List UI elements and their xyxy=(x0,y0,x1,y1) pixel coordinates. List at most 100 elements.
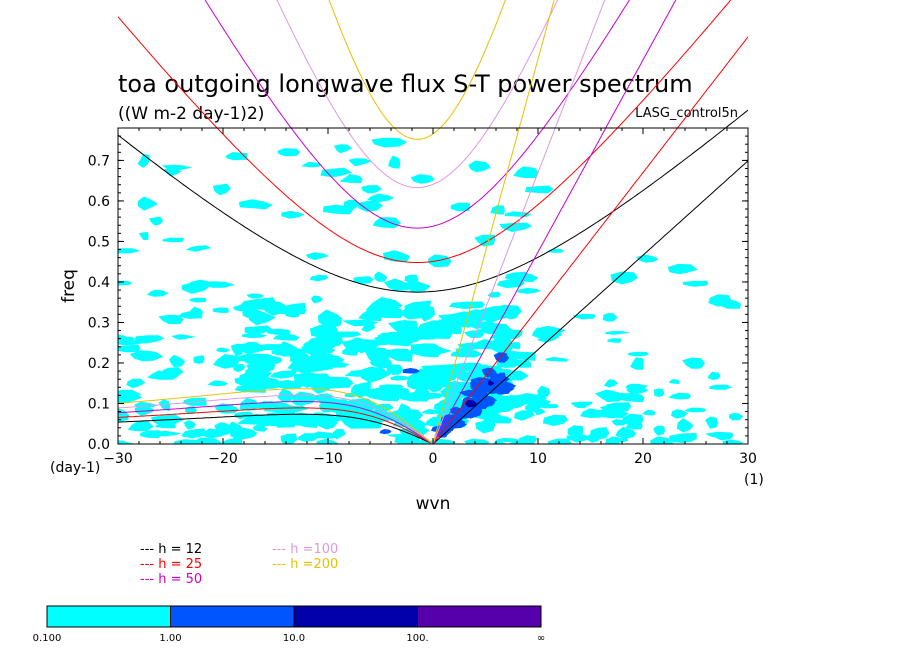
ig-curve-h50 xyxy=(204,0,630,229)
power-patch-level-0 xyxy=(428,254,452,268)
y-tick-label: 0.5 xyxy=(88,234,110,250)
power-patch-level-0 xyxy=(134,335,165,344)
power-patch-level-0 xyxy=(580,408,602,418)
power-patch-level-0 xyxy=(495,437,521,442)
power-patch-level-0 xyxy=(610,271,639,285)
power-patch-level-0 xyxy=(241,333,268,338)
power-patch-level-0 xyxy=(233,364,245,373)
power-patch-level-0 xyxy=(371,137,408,148)
power-patch-level-0 xyxy=(468,160,491,173)
power-patch-level-0 xyxy=(496,279,525,289)
power-patch-level-0 xyxy=(504,271,531,281)
power-patch-level-0 xyxy=(406,371,431,389)
power-patch-level-0 xyxy=(603,379,618,388)
kelvin-curve-h50 xyxy=(432,0,677,444)
kelvin-curve-h25 xyxy=(432,36,748,444)
power-patch-level-0 xyxy=(682,357,705,369)
power-patch-level-0 xyxy=(147,370,180,380)
power-patch-level-0 xyxy=(709,384,732,390)
power-patch-level-0 xyxy=(705,416,719,429)
power-patch-level-0 xyxy=(277,148,301,157)
power-patch-level-0 xyxy=(353,276,374,285)
power-patch-level-0 xyxy=(280,433,298,444)
power-patch-level-0 xyxy=(475,419,496,434)
power-patch-level-0 xyxy=(546,248,565,253)
power-patch-level-0 xyxy=(622,413,644,426)
power-patch-level-0 xyxy=(607,338,622,343)
power-patch-level-2 xyxy=(465,399,478,408)
power-patch-level-0 xyxy=(216,347,231,353)
power-patch-level-0 xyxy=(396,332,423,343)
power-patch-level-0 xyxy=(384,348,413,362)
power-patch-level-0 xyxy=(383,278,414,292)
x-axis-label: wvn xyxy=(416,494,451,514)
power-patch-level-0 xyxy=(118,440,130,444)
power-patch-level-0 xyxy=(306,431,341,439)
power-patch-level-0 xyxy=(457,342,499,350)
legend: --- h = 12--- h = 25--- h = 50 --- h =100… xyxy=(140,542,338,587)
kelvin-curve-h200 xyxy=(432,0,555,444)
power-patch-level-0 xyxy=(272,333,300,341)
power-patch-level-0 xyxy=(137,196,158,211)
power-patch-level-0 xyxy=(388,320,418,335)
power-patch-level-0 xyxy=(493,440,507,444)
power-patch-level-0 xyxy=(238,199,273,210)
power-patch-level-0 xyxy=(306,252,329,261)
power-patch-level-0 xyxy=(150,414,184,427)
power-patch-level-0 xyxy=(464,438,491,444)
power-patch-level-0 xyxy=(318,309,343,328)
power-patch-level-0 xyxy=(542,414,568,426)
x-tick-label: 30 xyxy=(739,451,757,467)
power-patch-level-0 xyxy=(357,366,391,383)
power-patch-level-0 xyxy=(671,409,689,419)
power-patch-level-0 xyxy=(490,337,515,353)
power-patch-level-0 xyxy=(171,334,196,340)
y-tick-label: 0.4 xyxy=(88,275,110,291)
power-patch-level-0 xyxy=(246,360,274,374)
power-patch-level-0 xyxy=(537,385,551,400)
power-patch-level-0 xyxy=(627,351,650,357)
power-patch-level-0 xyxy=(393,403,413,422)
power-patch-level-0 xyxy=(668,392,691,400)
power-patch-level-0 xyxy=(341,338,380,353)
power-patch-level-1 xyxy=(490,374,510,384)
power-patch-level-0 xyxy=(234,353,280,363)
power-patch-level-0 xyxy=(499,222,533,232)
power-patch-level-2 xyxy=(488,380,495,386)
power-patch-level-0 xyxy=(667,263,698,275)
power-patch-level-0 xyxy=(448,301,485,309)
power-patch-level-0 xyxy=(547,438,572,444)
rossby-curve-h25 xyxy=(118,407,434,444)
power-patch-level-0 xyxy=(242,309,262,319)
power-patch-level-0 xyxy=(566,435,580,440)
power-patch-level-0 xyxy=(728,413,744,421)
power-patch-level-0 xyxy=(193,437,223,444)
x-tick-label: −20 xyxy=(208,451,238,467)
x-tick-label: 0 xyxy=(429,451,438,467)
power-patch-level-0 xyxy=(707,371,721,380)
power-patch-level-0 xyxy=(537,325,566,335)
y-axis-label: freq xyxy=(59,269,79,303)
power-patch-level-0 xyxy=(474,234,496,247)
power-patch-level-0 xyxy=(254,344,284,351)
power-patch-level-0 xyxy=(118,248,141,254)
power-patch-level-0 xyxy=(361,185,382,194)
power-patch-level-0 xyxy=(464,330,485,339)
power-patch-level-0 xyxy=(455,347,475,357)
power-patch-level-0 xyxy=(239,397,260,411)
power-patch-level-0 xyxy=(480,305,519,323)
power-patch-level-0 xyxy=(324,377,354,388)
power-patch-level-0 xyxy=(245,376,266,387)
power-patch-level-0 xyxy=(587,433,602,443)
power-patch-level-1 xyxy=(379,429,392,435)
chart-title: toa outgoing longwave flux S-T power spe… xyxy=(118,70,693,98)
power-patch-level-0 xyxy=(625,387,649,395)
power-patch-level-0 xyxy=(311,295,323,304)
power-patch-level-0 xyxy=(118,344,141,353)
power-patch-level-0 xyxy=(517,287,541,294)
power-patch-level-0 xyxy=(306,412,343,426)
power-patch-level-0 xyxy=(306,352,337,370)
x-tick-label: −30 xyxy=(103,451,133,467)
power-patch-level-0 xyxy=(545,357,569,362)
x-tick-label: 10 xyxy=(529,451,547,467)
